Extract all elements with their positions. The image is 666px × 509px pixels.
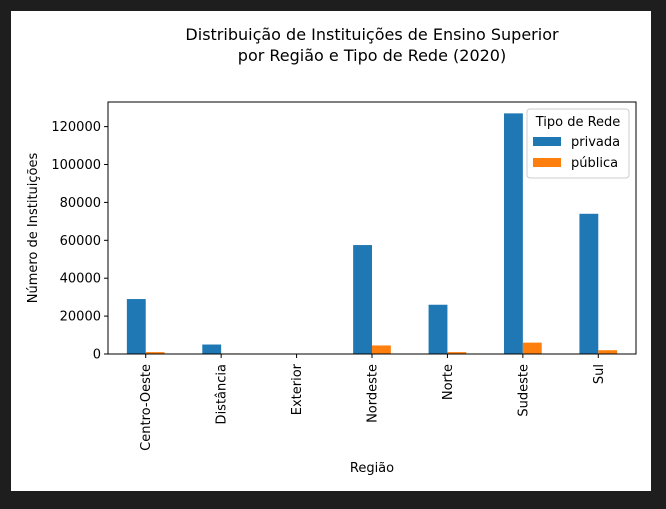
x-tick-label: Sul — [592, 364, 607, 384]
bar-privada-centro-oeste — [126, 299, 146, 354]
legend-title: Tipo de Rede — [535, 115, 621, 130]
bar-pública-sul — [598, 350, 618, 354]
y-tick-label: 0 — [93, 348, 101, 363]
y-axis-label: Número de Instituições — [26, 153, 41, 304]
bar-pública-sudeste — [522, 342, 542, 354]
bars-group — [126, 113, 618, 355]
x-tick-label: Sudeste — [516, 364, 531, 417]
legend: Tipo de Rede privada pública — [526, 108, 630, 179]
chart-figure: Distribuição de Instituições de Ensino S… — [11, 11, 651, 491]
bar-chart: Distribuição de Instituições de Ensino S… — [26, 25, 637, 476]
y-tick-label: 20000 — [60, 310, 101, 325]
x-tick-label: Exterior — [290, 363, 305, 415]
bar-privada-dist-ncia — [202, 344, 222, 354]
y-tick-label: 40000 — [60, 272, 101, 287]
y-axis: 0 20000 40000 60000 80000 100000 120000 — [51, 120, 108, 363]
bar-pública-centro-oeste — [145, 352, 165, 354]
x-tick-label: Nordeste — [366, 364, 381, 423]
y-tick-label: 100000 — [51, 158, 101, 173]
y-tick-label: 120000 — [51, 120, 101, 135]
y-tick-label: 80000 — [60, 196, 101, 211]
y-tick-label: 60000 — [60, 234, 101, 249]
legend-swatch-publica — [533, 158, 561, 167]
chart-title-line-1: Distribuição de Instituições de Ensino S… — [185, 25, 559, 44]
bar-privada-norte — [428, 304, 448, 354]
x-tick-label: Centro-Oeste — [139, 364, 154, 451]
legend-label-publica: pública — [571, 156, 618, 171]
bar-pública-nordeste — [372, 345, 391, 354]
x-tick-label: Norte — [441, 364, 456, 400]
legend-swatch-privada — [533, 137, 561, 146]
x-axis: Centro-Oeste Distância Exterior Nordeste Nor… — [139, 354, 607, 451]
bar-pública-norte — [447, 352, 467, 354]
bar-privada-sudeste — [504, 113, 523, 355]
x-tick-label: Distância — [215, 364, 230, 424]
chart-title-line-2: por Região e Tipo de Rede (2020) — [238, 46, 506, 65]
x-axis-label: Região — [350, 461, 394, 476]
legend-label-privada: privada — [571, 135, 620, 150]
bar-privada-sul — [579, 213, 599, 354]
plot-frame — [107, 101, 637, 355]
bar-privada-nordeste — [353, 245, 372, 354]
